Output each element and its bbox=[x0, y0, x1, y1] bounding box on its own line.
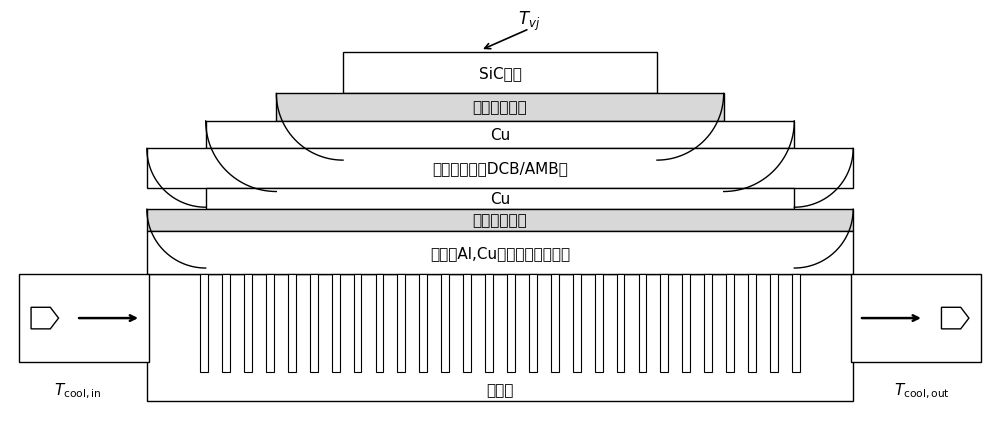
Bar bbox=[419, 274, 427, 372]
Bar bbox=[463, 274, 471, 372]
Bar bbox=[617, 274, 624, 372]
Bar bbox=[310, 274, 318, 372]
Text: 纳米銀烧结层: 纳米銀烧结层 bbox=[473, 100, 527, 115]
Bar bbox=[851, 274, 981, 362]
Text: Cu: Cu bbox=[490, 128, 510, 143]
Bar bbox=[343, 53, 657, 94]
Bar bbox=[206, 122, 794, 149]
Bar bbox=[573, 274, 581, 372]
Bar bbox=[704, 274, 712, 372]
Bar bbox=[147, 149, 853, 188]
Bar bbox=[222, 274, 230, 372]
Bar bbox=[397, 274, 405, 372]
Bar bbox=[244, 274, 252, 372]
Text: 基板（Al,Cu，与散热器嵌合）: 基板（Al,Cu，与散热器嵌合） bbox=[430, 245, 570, 260]
Bar bbox=[682, 274, 690, 372]
Bar bbox=[792, 274, 800, 372]
Bar bbox=[639, 274, 646, 372]
Bar bbox=[19, 274, 149, 362]
Bar bbox=[266, 274, 274, 372]
Text: $T_{vj}$: $T_{vj}$ bbox=[518, 10, 541, 33]
Text: 散热器: 散热器 bbox=[486, 382, 514, 397]
Text: SiC芯片: SiC芯片 bbox=[479, 66, 521, 81]
Bar bbox=[748, 274, 756, 372]
Bar bbox=[376, 274, 383, 372]
Text: $T_{\mathrm{cool,out}}$: $T_{\mathrm{cool,out}}$ bbox=[894, 381, 950, 400]
Bar bbox=[770, 274, 778, 372]
Bar bbox=[441, 274, 449, 372]
Bar bbox=[288, 274, 296, 372]
Polygon shape bbox=[31, 307, 59, 329]
Text: 纳米銀烧结层: 纳米銀烧结层 bbox=[473, 213, 527, 228]
Bar bbox=[147, 231, 853, 274]
Bar bbox=[485, 274, 493, 372]
Bar bbox=[354, 274, 361, 372]
Bar bbox=[200, 274, 208, 372]
Bar bbox=[332, 274, 340, 372]
Bar bbox=[529, 274, 537, 372]
Text: $T_{\mathrm{cool,in}}$: $T_{\mathrm{cool,in}}$ bbox=[54, 381, 102, 400]
Bar bbox=[147, 210, 853, 231]
Polygon shape bbox=[941, 307, 969, 329]
Bar bbox=[507, 274, 515, 372]
Bar bbox=[276, 94, 724, 122]
Bar bbox=[147, 274, 853, 402]
Bar bbox=[595, 274, 603, 372]
Text: 陶瓷绵缘板（DCB/AMB）: 陶瓷绵缘板（DCB/AMB） bbox=[432, 161, 568, 176]
Bar bbox=[551, 274, 559, 372]
Text: Cu: Cu bbox=[490, 191, 510, 206]
Bar bbox=[726, 274, 734, 372]
Bar bbox=[660, 274, 668, 372]
Bar bbox=[206, 188, 794, 210]
